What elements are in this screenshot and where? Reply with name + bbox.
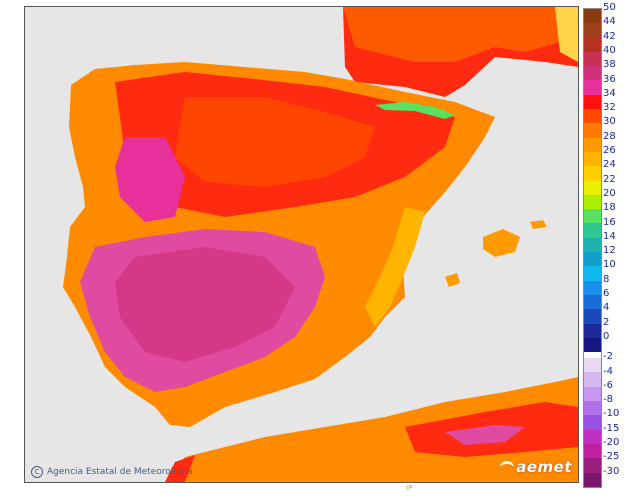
legend-label: 8	[603, 273, 610, 285]
legend-swatch	[584, 280, 601, 295]
legend-swatch	[584, 472, 601, 487]
legend-swatch	[584, 166, 601, 181]
legend-swatch	[584, 109, 601, 124]
aemet-logo: aemet	[500, 458, 572, 476]
legend-label: 16	[603, 216, 616, 228]
iberian-peninsula-map	[25, 7, 578, 482]
legend-label: 34	[603, 87, 616, 99]
aemet-logo-text: aemet	[516, 458, 572, 476]
agency-credit-text: Agencia Estatal de Meteorología	[47, 467, 193, 477]
legend-swatch	[584, 223, 601, 238]
legend-swatch	[584, 386, 601, 402]
agency-credit: C Agencia Estatal de Meteorología	[31, 466, 193, 478]
legend-label: 0	[603, 330, 610, 342]
legend-swatch	[584, 309, 601, 324]
legend-swatch	[584, 323, 601, 338]
legend-swatch	[584, 180, 601, 195]
legend-swatch	[584, 151, 601, 167]
legend-label: -2	[603, 351, 613, 363]
legend-label: -4	[603, 365, 613, 377]
legend-swatch	[584, 443, 601, 459]
legend-swatch	[584, 94, 601, 110]
legend-swatch	[584, 458, 601, 473]
legend-label: 44	[603, 16, 616, 28]
legend-label: 6	[603, 288, 610, 299]
legend-label: -10	[603, 408, 620, 420]
legend-swatch	[584, 123, 601, 138]
legend-swatch	[584, 80, 601, 95]
legend-swatch	[584, 429, 601, 444]
legend-label: 12	[603, 245, 616, 257]
temperature-map: C Agencia Estatal de Meteorología aemet	[24, 6, 579, 483]
temperature-legend: 50 44 42 40 38 36 34 32 30 28 26 24 22 20 18 16 14 12 10 8 6…	[583, 2, 629, 488]
legend-label: 26	[603, 145, 616, 156]
legend-swatch	[584, 209, 601, 224]
legend-swatch	[584, 401, 601, 416]
legend-label: 42	[603, 30, 616, 42]
legend-label: 22	[603, 173, 616, 185]
legend-swatch	[584, 415, 601, 430]
legend-swatch	[584, 372, 601, 387]
legend-label: -6	[603, 379, 613, 391]
legend-label: 38	[603, 59, 616, 71]
legend-swatch	[584, 66, 601, 81]
legend-label: -8	[603, 394, 613, 406]
aemet-logo-icon	[500, 460, 515, 474]
legend-label: 18	[603, 202, 616, 214]
legend-label: -20	[603, 437, 620, 448]
legend-swatch	[584, 23, 601, 38]
legend-label: 40	[603, 44, 616, 56]
legend-label: 32	[603, 102, 616, 114]
legend-swatch	[584, 9, 601, 24]
legend-label: 14	[603, 230, 616, 242]
legend-label: -15	[603, 422, 620, 434]
legend-label: -25	[603, 451, 620, 463]
legend-swatch	[584, 37, 601, 52]
legend-label: 36	[603, 73, 616, 85]
bottom-mark: IP	[406, 484, 413, 492]
mallorca	[483, 229, 520, 257]
legend-gap	[584, 352, 601, 359]
legend-label: 28	[603, 130, 616, 142]
legend-swatch	[584, 194, 601, 210]
legend-swatch	[584, 137, 601, 152]
legend-label: 10	[603, 259, 616, 271]
legend-label: -30	[603, 465, 620, 477]
legend-label: 50	[603, 2, 616, 13]
legend-label: 4	[603, 302, 610, 314]
legend-label: 2	[603, 316, 610, 328]
legend-swatch	[584, 252, 601, 267]
legend-swatch	[584, 266, 601, 281]
copyright-icon: C	[31, 466, 43, 478]
legend-swatch	[584, 337, 601, 353]
ibiza	[445, 273, 460, 287]
menorca	[530, 220, 547, 229]
legend-swatch	[584, 237, 601, 253]
legend-color-bar	[583, 8, 602, 488]
legend-label: 30	[603, 116, 616, 128]
legend-swatch	[584, 294, 601, 310]
legend-label: 24	[603, 159, 616, 171]
legend-swatch	[584, 358, 601, 373]
legend-label: 20	[603, 187, 616, 199]
legend-swatch	[584, 51, 601, 67]
